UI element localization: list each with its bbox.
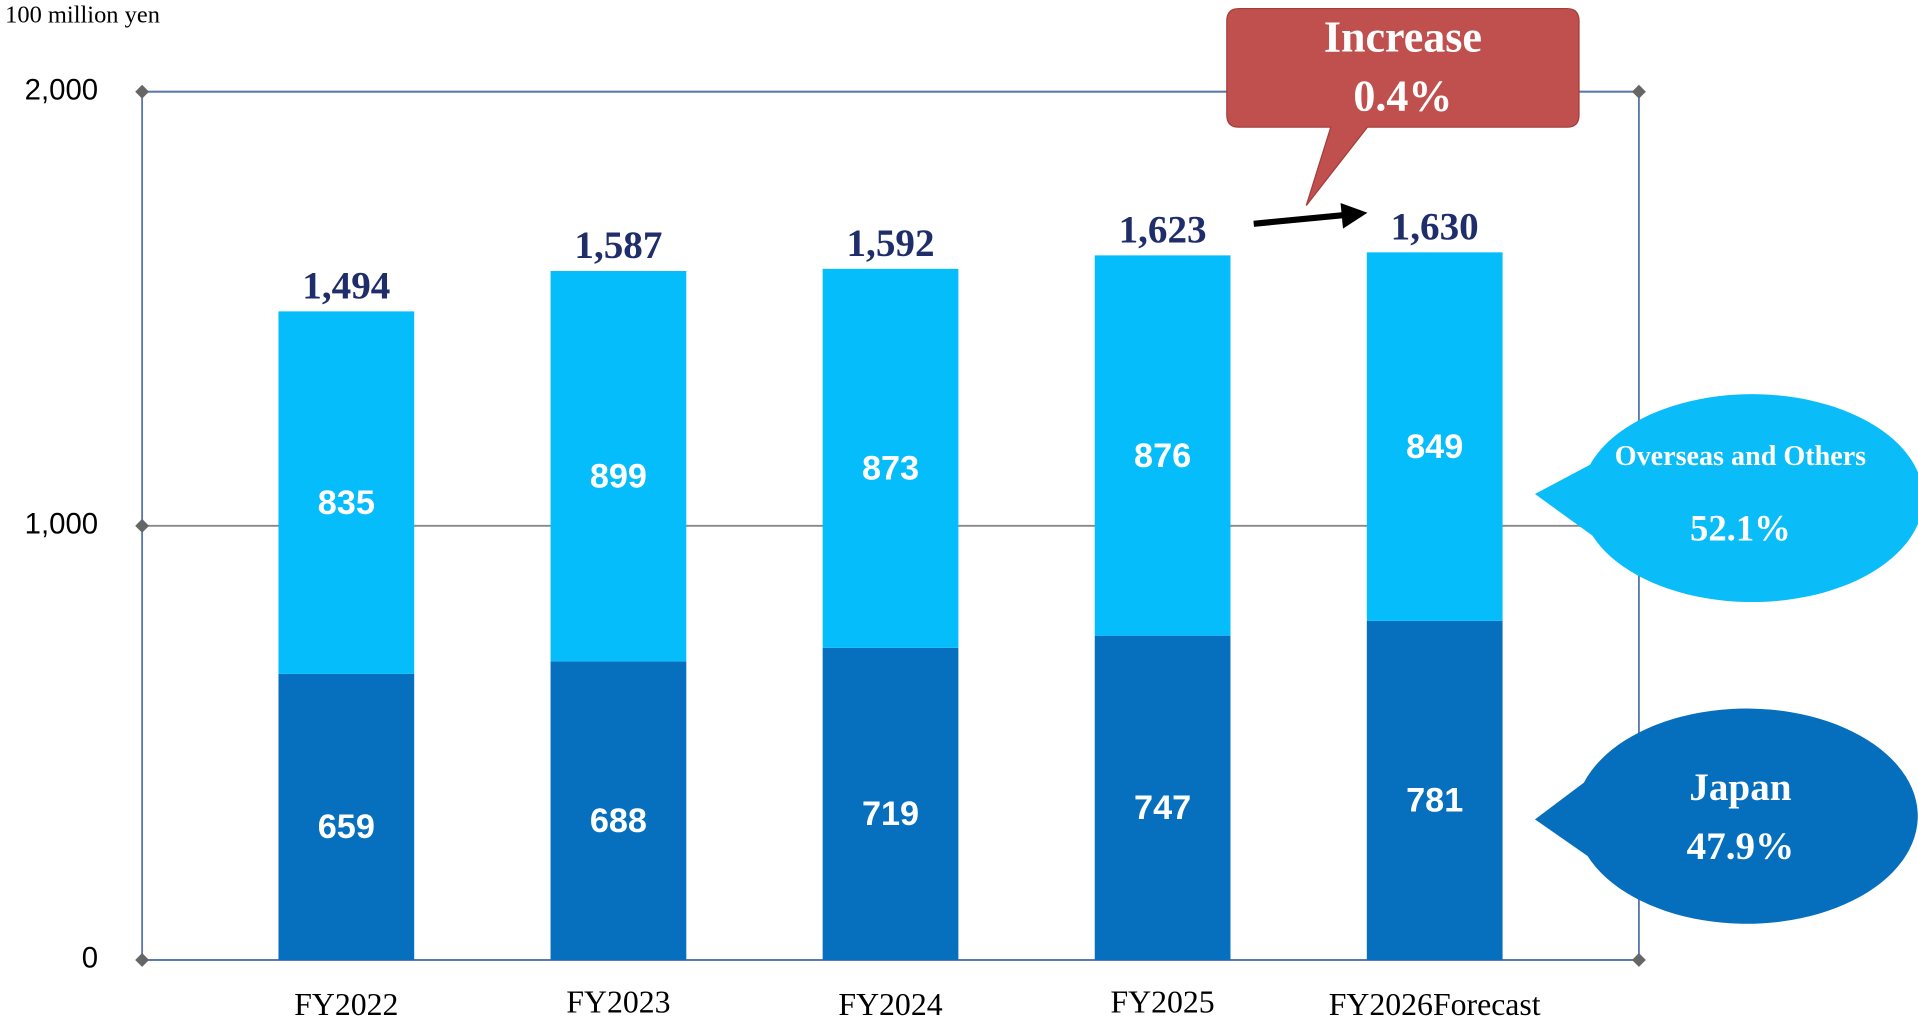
segment-label: 876 (1134, 437, 1191, 475)
x-tick-label: FY2025 (1111, 985, 1215, 1020)
increase-value: 0.4% (1353, 71, 1452, 120)
segment-label: 899 (590, 457, 647, 495)
overseas-bubble (1534, 394, 1918, 603)
y-tick-label: 1,000 (25, 508, 98, 541)
total-label: 1,630 (1391, 205, 1479, 248)
japan-legend: Japan (1689, 766, 1791, 809)
segment-label: 688 (590, 802, 647, 840)
x-tick-label: FY2026Forecast (1329, 987, 1541, 1022)
increase-callout (1226, 7, 1580, 206)
tick-marker (1632, 84, 1646, 99)
bar-segment (550, 271, 687, 662)
x-tick-label: FY2024 (838, 987, 942, 1022)
arrow-head (1340, 202, 1368, 229)
overseas-share: 52.1% (1690, 507, 1791, 548)
japan-share: 47.9% (1687, 825, 1795, 868)
bar-segment (278, 311, 415, 674)
y-tick-label: 2,000 (25, 73, 98, 106)
tick-marker (135, 953, 150, 967)
bar-segment (1094, 255, 1231, 636)
segment-label: 781 (1406, 782, 1463, 820)
total-label: 1,494 (302, 264, 390, 307)
x-tick-label: FY2022 (294, 987, 398, 1022)
segment-label: 849 (1406, 428, 1463, 466)
x-tick-label: FY2023 (566, 985, 670, 1020)
arrow (1253, 212, 1344, 227)
unit-label: 100 million yen (5, 2, 160, 29)
tick-marker (135, 518, 150, 533)
tick-marker (135, 84, 150, 99)
segment-label: 659 (318, 808, 375, 846)
bar-segment (550, 661, 687, 960)
bar-segment (1366, 620, 1503, 960)
tick-marker (1632, 953, 1646, 967)
overseas-legend: Overseas and Others (1615, 441, 1866, 472)
segment-label: 747 (1134, 789, 1191, 827)
bar-segment (822, 268, 959, 648)
total-label: 1,587 (574, 224, 662, 267)
y-tick-label: 0 (82, 942, 98, 975)
total-label: 1,592 (847, 222, 935, 265)
segment-label: 835 (318, 484, 375, 522)
bar-segment (278, 673, 415, 960)
increase-text: Increase (1324, 13, 1482, 62)
segment-label: 719 (862, 795, 919, 833)
bar-segment (822, 647, 959, 960)
japan-bubble (1534, 708, 1918, 924)
total-label: 1,623 (1119, 208, 1207, 251)
segment-label: 873 (862, 450, 919, 488)
bar-segment (1366, 252, 1503, 621)
bar-segment (1094, 635, 1231, 960)
